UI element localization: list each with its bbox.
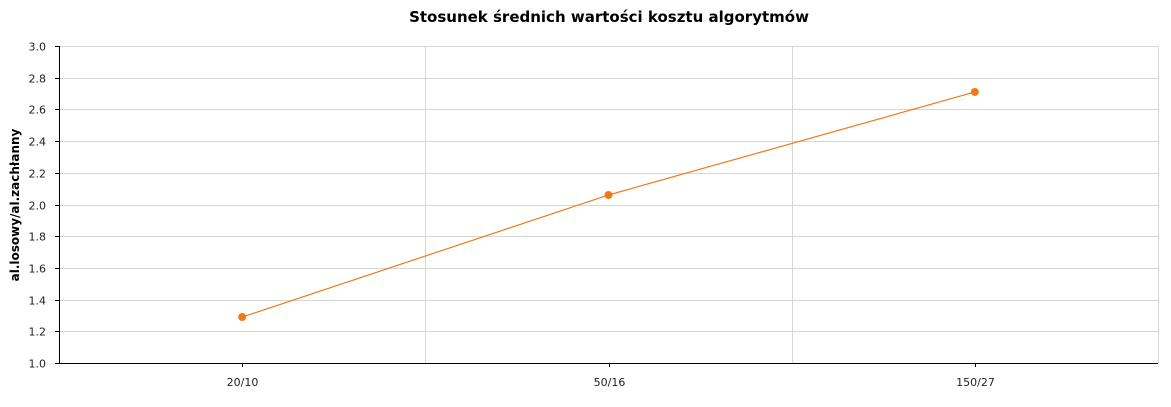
y-tick-label: 2.4 (29, 136, 47, 149)
tick-labels: 1.0 1.2 1.4 1.6 1.8 2.0 2.2 2.4 2.6 2.8 3.0 20/10 50… (29, 41, 995, 390)
data-point (238, 313, 247, 322)
y-tick-label: 1.8 (29, 231, 47, 244)
chart-title: Stosunek średnich wartości kosztu algory… (409, 8, 809, 26)
y-tick-label: 2.2 (29, 168, 47, 181)
y-tick-label: 2.8 (29, 73, 47, 86)
y-tick-label: 2.0 (29, 200, 47, 213)
series-line (241, 91, 975, 318)
y-tick-label: 1.6 (29, 263, 47, 276)
x-tick-label: 150/27 (956, 376, 995, 389)
series-layer (238, 87, 979, 322)
data-point (970, 87, 979, 96)
y-tick-label: 1.4 (29, 295, 47, 308)
series-0 (238, 87, 979, 322)
x-tick-label: 50/16 (594, 376, 626, 389)
y-tick-label: 3.0 (29, 41, 47, 54)
axes (55, 46, 1158, 367)
grid-lines (59, 46, 1159, 363)
data-point (604, 190, 613, 199)
y-tick-label: 1.0 (29, 358, 47, 371)
y-tick-label: 1.2 (29, 326, 47, 339)
x-tick-label: 20/10 (227, 376, 259, 389)
y-tick-label: 2.6 (29, 104, 47, 117)
y-axis-label: al.losowy/al.zachłanny (8, 128, 22, 281)
